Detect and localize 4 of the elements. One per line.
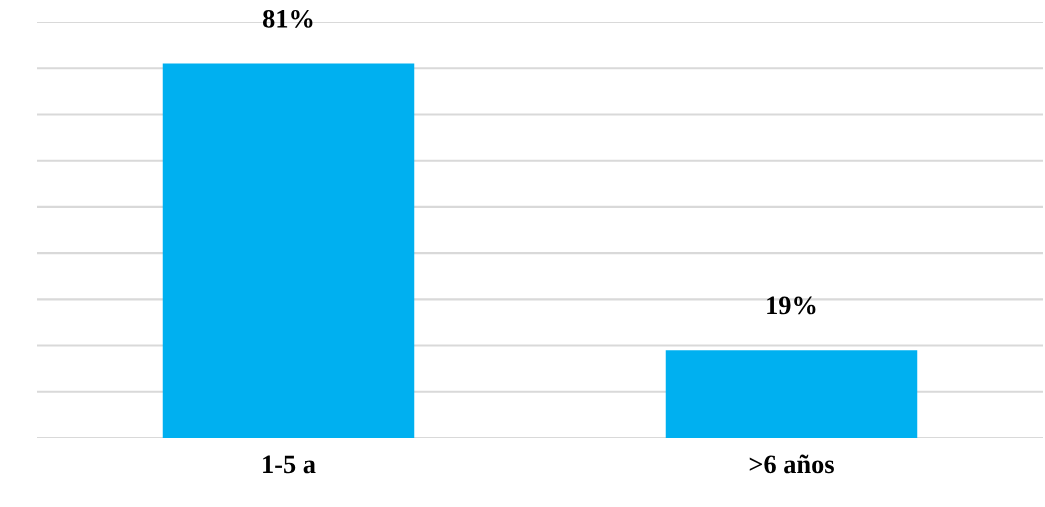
data-label: 19% <box>767 296 816 315</box>
data-label: 81% <box>262 9 313 28</box>
x-tick-label: >6 años <box>749 454 834 474</box>
x-tick-label: 1-5 a <box>263 455 316 474</box>
